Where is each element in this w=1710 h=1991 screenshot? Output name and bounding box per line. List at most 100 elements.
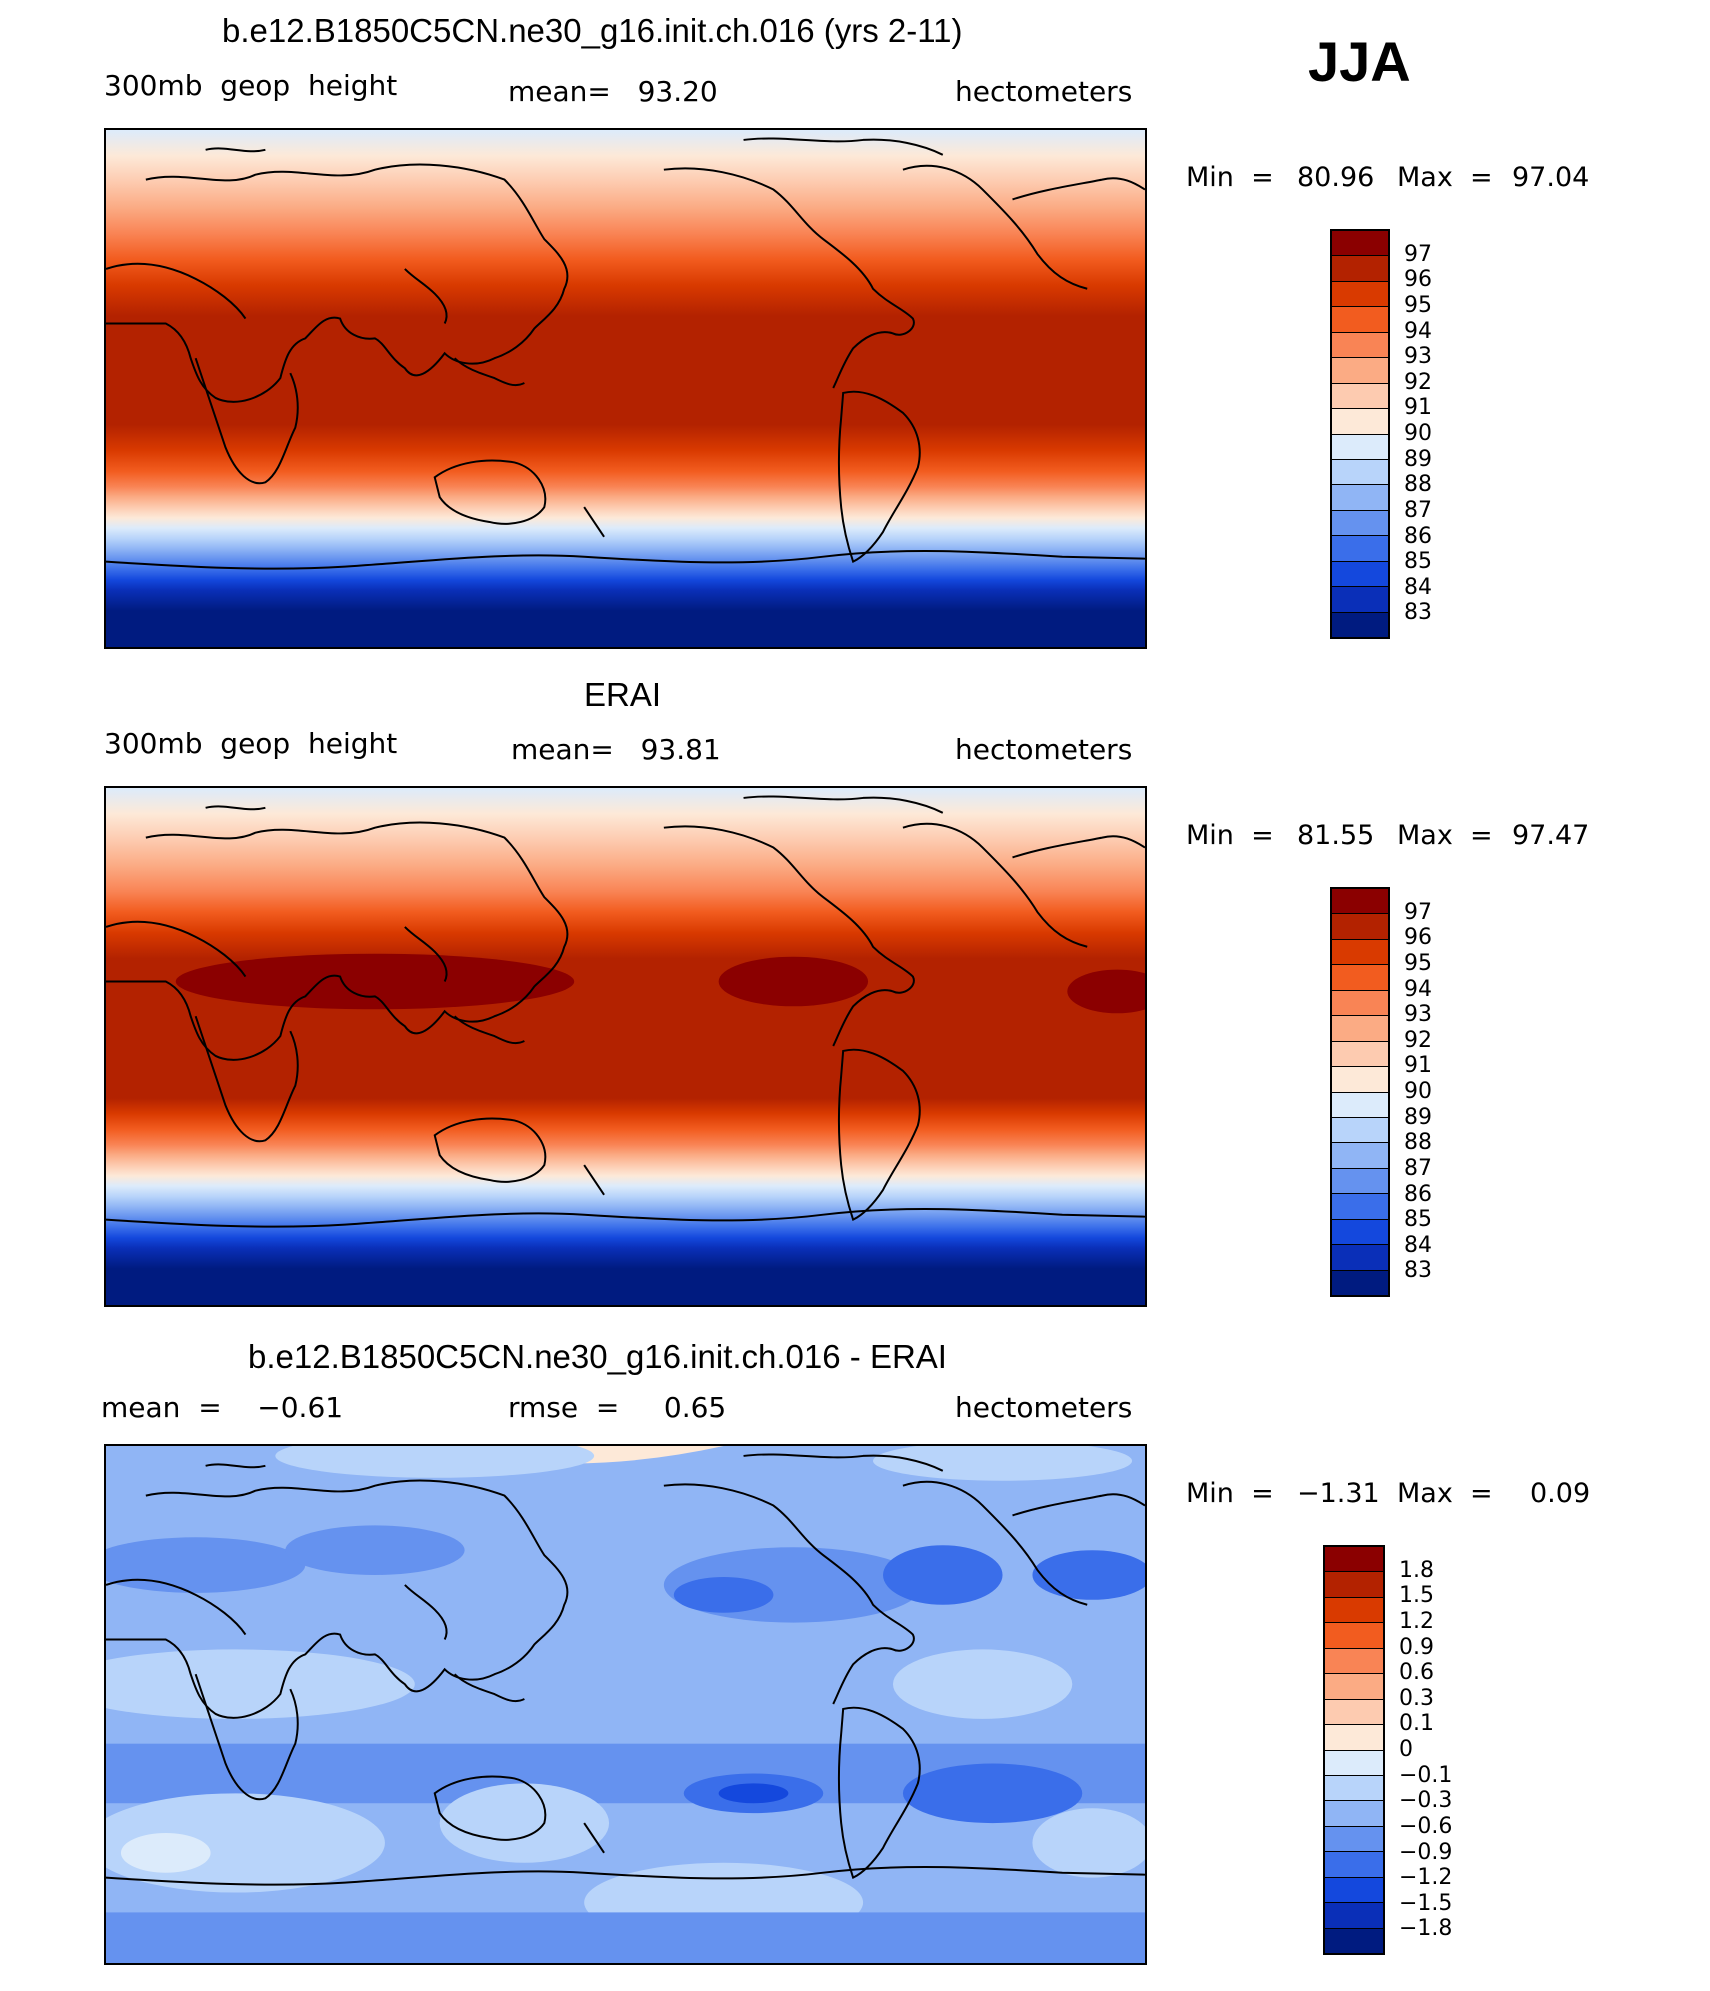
panel-3-contour-field xyxy=(106,1446,1145,1963)
panel-1-max-label: Max = xyxy=(1397,162,1493,193)
colorbar-segment xyxy=(1325,1928,1383,1953)
colorbar-tick-label: 0.6 xyxy=(1399,1660,1434,1686)
panel-3-max-value: 0.09 xyxy=(1530,1478,1591,1509)
colorbar-tick-label: −0.6 xyxy=(1399,1813,1453,1839)
panel-2-max-value: 97.47 xyxy=(1512,820,1590,851)
colorbar-tick-label: 83 xyxy=(1404,1258,1432,1284)
colorbar-tick-label: 93 xyxy=(1404,1002,1432,1028)
colorbar-segment xyxy=(1332,990,1388,1017)
colorbar-tick-label: −0.3 xyxy=(1399,1788,1453,1814)
colorbar-tick-label: 96 xyxy=(1404,925,1432,951)
colorbar-segment xyxy=(1332,587,1388,613)
colorbar-segment xyxy=(1332,307,1388,333)
colorbar-segment xyxy=(1325,1597,1383,1624)
panel-3-max-label: Max = xyxy=(1397,1478,1493,1509)
panel-3-mean-label: mean = −0.61 xyxy=(101,1391,344,1424)
panel-2-units-label: hectometers xyxy=(955,733,1133,766)
colorbar-tick-label: 88 xyxy=(1404,1130,1432,1156)
colorbar-tick-label: 84 xyxy=(1404,1232,1432,1258)
panel-1-min-label: Min = xyxy=(1186,162,1274,193)
colorbar-segment xyxy=(1332,358,1388,384)
colorbar-tick-label: 89 xyxy=(1404,1104,1432,1130)
panel-3-colorbar xyxy=(1323,1545,1385,1955)
colorbar-tick-label: 94 xyxy=(1404,976,1432,1002)
colorbar-tick-label: 94 xyxy=(1404,318,1432,344)
colorbar-tick-label: 87 xyxy=(1404,497,1432,523)
colorbar-segment xyxy=(1325,1725,1383,1751)
colorbar-tick-label: 84 xyxy=(1404,574,1432,600)
colorbar-segment xyxy=(1325,1674,1383,1700)
colorbar-tick-label: −0.1 xyxy=(1399,1762,1453,1788)
colorbar-tick-label: 0 xyxy=(1399,1737,1413,1762)
colorbar-tick-label: 95 xyxy=(1404,292,1432,318)
colorbar-tick-label: 0.9 xyxy=(1399,1634,1434,1660)
colorbar-segment xyxy=(1332,1270,1388,1295)
season-label: JJA xyxy=(1308,30,1411,93)
colorbar-tick-label: 89 xyxy=(1404,446,1432,472)
colorbar-segment xyxy=(1325,1623,1383,1649)
colorbar-segment xyxy=(1325,1699,1383,1726)
colorbar-segment xyxy=(1325,1801,1383,1827)
colorbar-segment xyxy=(1332,1168,1388,1195)
panel-1-variable-label: 300mb geop height xyxy=(104,69,398,102)
panel-3-min-label: Min = xyxy=(1186,1478,1274,1509)
panel-2-coastlines xyxy=(106,795,1145,1228)
colorbar-segment xyxy=(1332,536,1388,562)
colorbar-segment xyxy=(1325,1852,1383,1878)
panel-3-rmse-label: rmse = 0.65 xyxy=(508,1391,727,1424)
colorbar-segment xyxy=(1332,1143,1388,1169)
colorbar-segment xyxy=(1332,1016,1388,1042)
colorbar-segment xyxy=(1332,1067,1388,1093)
panel-2-contour-field xyxy=(106,788,1145,1305)
colorbar-segment xyxy=(1332,914,1388,940)
colorbar-tick-label: 88 xyxy=(1404,472,1432,498)
panel-2-variable-label: 300mb geop height xyxy=(104,727,398,760)
panel-3-coastlines xyxy=(106,1453,1145,1886)
colorbar-segment xyxy=(1332,231,1388,257)
colorbar-tick-label: 91 xyxy=(1404,1053,1432,1079)
colorbar-tick-label: 1.2 xyxy=(1399,1608,1434,1634)
panel-2-max-blobs xyxy=(175,953,1145,1014)
colorbar-segment xyxy=(1325,1775,1383,1802)
colorbar-tick-label: 1.5 xyxy=(1399,1583,1434,1609)
colorbar-segment xyxy=(1332,485,1388,511)
panel-1-contour-field xyxy=(106,130,1145,647)
colorbar-tick-label: 86 xyxy=(1404,1181,1432,1207)
panel-2-mean-label: mean= 93.81 xyxy=(511,733,721,766)
colorbar-segment xyxy=(1325,1547,1383,1573)
colorbar-tick-label: −1.8 xyxy=(1399,1916,1453,1942)
colorbar-tick-label: −0.9 xyxy=(1399,1839,1453,1865)
colorbar-tick-label: 1.8 xyxy=(1399,1557,1434,1583)
colorbar-segment xyxy=(1332,281,1388,308)
colorbar-tick-label: 91 xyxy=(1404,395,1432,421)
colorbar-segment xyxy=(1332,1219,1388,1246)
colorbar-tick-label: 97 xyxy=(1404,241,1432,267)
colorbar-segment xyxy=(1332,1117,1388,1144)
panel-3-anomaly-regions xyxy=(106,1446,1145,1963)
panel-2-title: ERAI xyxy=(584,676,662,713)
colorbar-segment xyxy=(1332,1041,1388,1068)
colorbar-tick-label: 85 xyxy=(1404,1207,1432,1233)
colorbar-tick-label: 92 xyxy=(1404,369,1432,395)
panel-3-min-value: −1.31 xyxy=(1297,1478,1380,1509)
colorbar-tick-label: 87 xyxy=(1404,1155,1432,1181)
colorbar-segment xyxy=(1332,409,1388,435)
colorbar-segment xyxy=(1325,1572,1383,1598)
colorbar-tick-label: 90 xyxy=(1404,1079,1432,1104)
colorbar-segment xyxy=(1332,1092,1388,1118)
panel-1-max-value: 97.04 xyxy=(1512,162,1590,193)
panel-2-min-value: 81.55 xyxy=(1297,820,1375,851)
panel-3-units-label: hectometers xyxy=(955,1391,1133,1424)
panel-1-map xyxy=(104,128,1147,649)
colorbar-segment xyxy=(1332,459,1388,486)
colorbar-tick-label: 83 xyxy=(1404,600,1432,626)
colorbar-tick-label: −1.5 xyxy=(1399,1890,1453,1916)
colorbar-tick-label: −1.2 xyxy=(1399,1865,1453,1891)
colorbar-segment xyxy=(1332,434,1388,460)
panel-1-mean-label: mean= 93.20 xyxy=(508,75,718,108)
colorbar-segment xyxy=(1325,1648,1383,1675)
colorbar-tick-label: 95 xyxy=(1404,950,1432,976)
colorbar-tick-label: 86 xyxy=(1404,523,1432,549)
panel-1-title: b.e12.B1850C5CN.ne30_g16.init.ch.016 (yr… xyxy=(222,12,963,49)
panel-1-min-value: 80.96 xyxy=(1297,162,1375,193)
